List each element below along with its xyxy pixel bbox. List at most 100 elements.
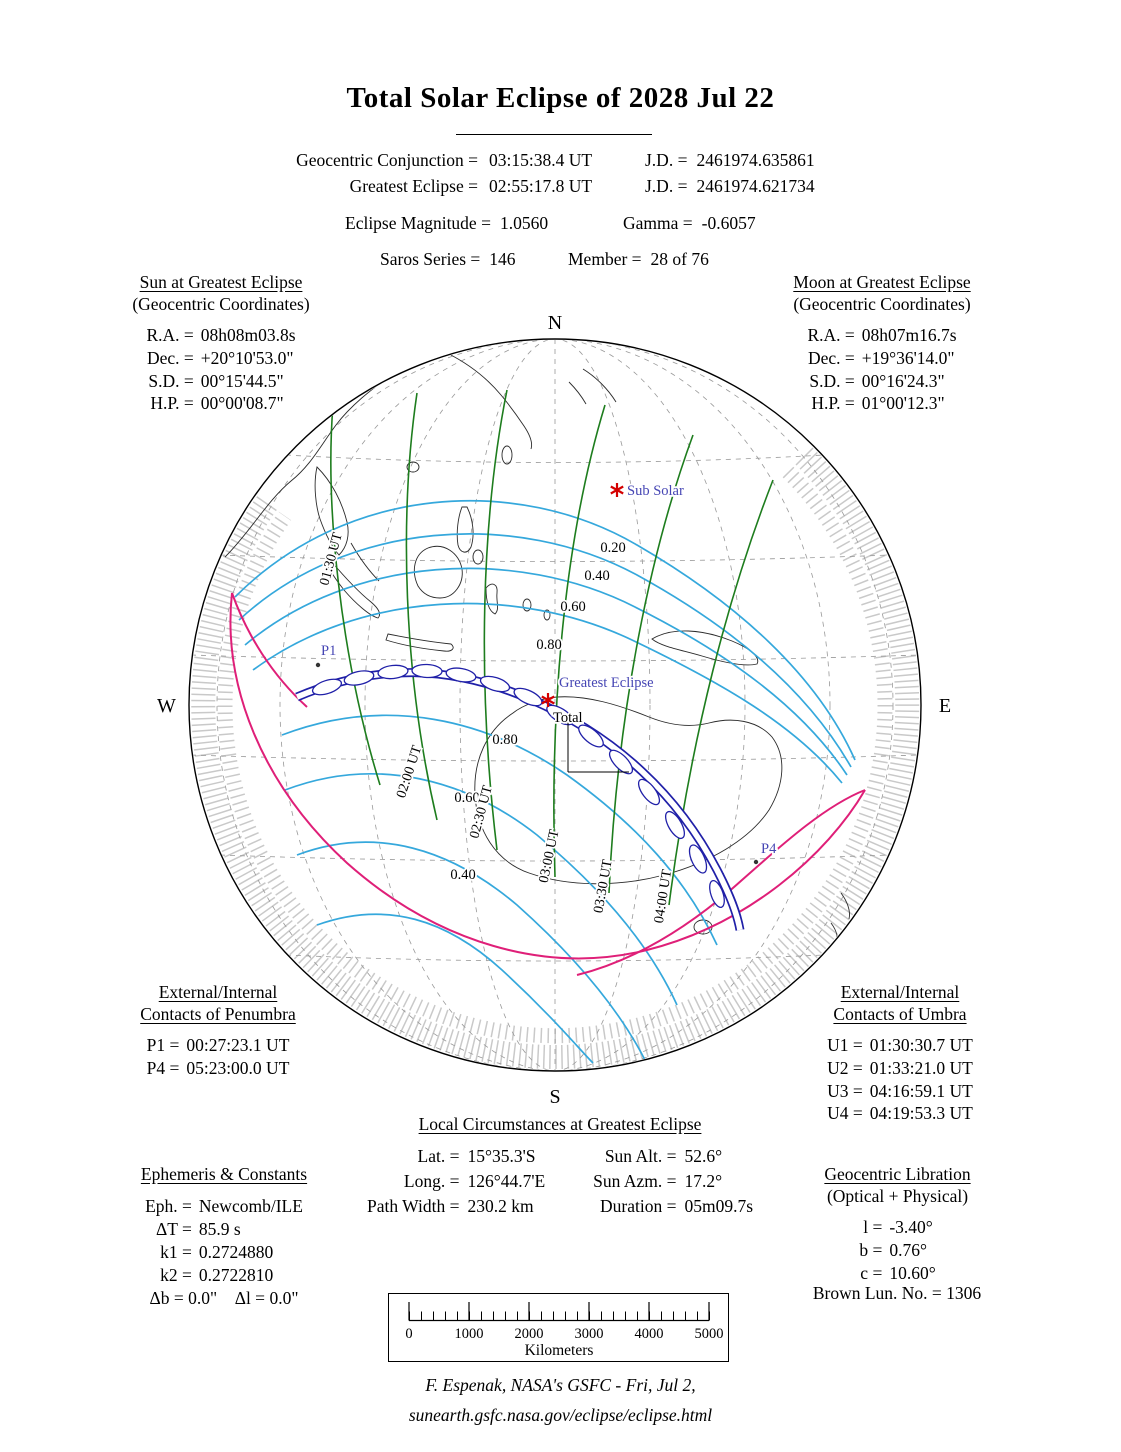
contour-label-south-060: 0.60 — [454, 790, 479, 806]
saros-series: Saros Series = 146 — [380, 249, 516, 270]
sun-ra-label: R.A. = — [146, 324, 194, 345]
magnitude-label: Eclipse Magnitude = — [345, 213, 491, 233]
libration-b-label: b = — [859, 1239, 883, 1260]
title-rule — [456, 134, 652, 135]
delta-l-label: Δl = — [234, 1288, 266, 1309]
moon-sd-value: 00°16'24.3" — [861, 370, 945, 391]
u3-time-value: 04:16:59.1 UT — [869, 1080, 973, 1101]
libration-heading: Geocentric Libration — [824, 1164, 971, 1184]
contour-label-north-060: 0.60 — [560, 599, 585, 615]
u2-time-label: U2 = — [827, 1057, 863, 1078]
moon-sd-label: S.D. = — [809, 370, 855, 391]
libration-l-label: l = — [863, 1216, 883, 1237]
umbra-contacts-panel: External/Internal Contacts of Umbra U1 =… — [772, 982, 1028, 1125]
penumbra-heading-line1: External/Internal — [158, 982, 278, 1002]
delta-b-value: 0.0" — [188, 1288, 218, 1309]
k1-label: k1 = — [160, 1241, 192, 1262]
sun-dec-value: +20°10'53.0" — [200, 347, 294, 368]
moon-dec-label: Dec. = — [807, 347, 855, 368]
k1-value: 0.2724880 — [198, 1241, 274, 1262]
p1-label: P1 — [321, 643, 336, 659]
sun-coordinates-panel: Sun at Greatest Eclipse (Geocentric Coor… — [97, 272, 345, 415]
member-label: Member = — [568, 249, 642, 269]
local-circumstances-heading: Local Circumstances at Greatest Eclipse — [418, 1114, 702, 1134]
libration-table: l = -3.40° b = 0.76° c = 10.60° — [780, 1217, 1015, 1285]
moon-hp-value: 01°00'12.3" — [861, 393, 945, 414]
local-circumstances-panel: Local Circumstances at Greatest Eclipse … — [350, 1114, 770, 1218]
umbra-contacts-table: U1 = 01:30:30.7 UT U2 = 01:33:21.0 UT U3 =… — [772, 1035, 1028, 1126]
libration-b-value: 0.76° — [889, 1239, 927, 1260]
greatest-eclipse-label: Greatest Eclipse = — [349, 176, 478, 196]
libration-panel: Geocentric Libration (Optical + Physical… — [780, 1164, 1015, 1284]
eph-value: Newcomb/ILE — [198, 1195, 303, 1216]
greatest-jd-value: 2461974.621734 — [696, 176, 815, 196]
delta-t-label: ΔT = — [156, 1218, 192, 1239]
p1-time-label: P1 = — [146, 1034, 180, 1055]
libration-c-value: 10.60° — [889, 1262, 936, 1283]
saros-member: Member = 28 of 76 — [568, 249, 709, 270]
long-value: 126°44.7'E — [467, 1170, 546, 1191]
gamma-value: -0.6057 — [701, 213, 756, 233]
saros-value: 146 — [489, 249, 516, 269]
scale-unit-label: Kilometers — [525, 1342, 594, 1359]
p4-label: P4 — [761, 841, 777, 857]
scale-tick-5000: 5000 — [695, 1326, 724, 1342]
scale-tick-0: 0 — [405, 1326, 412, 1342]
delta-t-value: 85.9 s — [198, 1218, 241, 1239]
penumbra-contacts-panel: External/Internal Contacts of Penumbra P… — [92, 982, 344, 1080]
p4-contact-point — [753, 859, 759, 865]
brown-lunation-number: Brown Lun. No. = 1306 — [812, 1283, 982, 1303]
delta-l-value: 0.0" — [269, 1288, 299, 1309]
scale-tick-1000: 1000 — [455, 1326, 484, 1342]
magnitude-contour-labels: 0.20 0.40 0.60 0.80 0.80 0.60 0.40 — [449, 538, 628, 885]
sun-azm-value: 17.2° — [684, 1170, 723, 1191]
umbra-shadow-outlines — [311, 663, 725, 909]
contour-label-north-040: 0.40 — [584, 568, 609, 584]
path-width-label: Path Width = — [366, 1195, 460, 1216]
u4-time-label: U4 = — [827, 1103, 863, 1124]
scale-tick-2000: 2000 — [515, 1326, 544, 1342]
eclipse-globe-map: N S W E — [157, 312, 951, 1105]
scale-tick-3000: 3000 — [575, 1326, 604, 1342]
libration-subheading: (Optical + Physical) — [826, 1185, 969, 1206]
sun-ra-value: 08h08m03.8s — [200, 324, 296, 345]
u1-time-value: 01:30:30.7 UT — [869, 1034, 973, 1055]
sun-sd-value: 00°15'44.5" — [200, 370, 284, 391]
sun-heading: Sun at Greatest Eclipse — [139, 272, 303, 292]
saros-label: Saros Series = — [380, 249, 481, 269]
moon-heading: Moon at Greatest Eclipse — [793, 272, 971, 292]
path-width-value: 230.2 km — [467, 1195, 534, 1216]
gamma-label: Gamma = — [623, 213, 693, 233]
sun-azm-label: Sun Azm. = — [593, 1170, 677, 1191]
compass-north-label: N — [548, 312, 562, 334]
ephemeris-table: Eph. = Newcomb/ILE ΔT = 85.9 s k1 = 0.27248… — [95, 1196, 353, 1287]
sun-hp-value: 00°00'08.7" — [200, 393, 284, 414]
moon-ra-label: R.A. = — [807, 324, 855, 345]
sun-alt-label: Sun Alt. = — [604, 1145, 677, 1166]
u2-time-value: 01:33:21.0 UT — [869, 1057, 973, 1078]
magnitude-value: 1.0560 — [499, 213, 549, 233]
sun-coordinates-table: R.A. = 08h08m03.8s Dec. = +20°10'53.0" S.D… — [97, 325, 345, 416]
compass-south-label: S — [549, 1086, 560, 1105]
contour-label-south-040: 0.40 — [450, 867, 475, 883]
greatest-eclipse-jd: J.D. = 2461974.621734 — [645, 176, 815, 197]
u4-time-value: 04:19:53.3 UT — [869, 1103, 973, 1124]
sub-solar-marker — [610, 483, 624, 497]
sun-subheading: (Geocentric Coordinates) — [132, 293, 310, 314]
contour-label-north-020: 0.20 — [600, 540, 625, 556]
conjunction-jd-value: 2461974.635861 — [696, 150, 815, 170]
moon-coordinates-panel: Moon at Greatest Eclipse (Geocentric Coo… — [758, 272, 1006, 415]
umbra-path — [295, 663, 745, 931]
delta-b-l-row: Δb = 0.0" Δl = 0.0" — [95, 1288, 353, 1310]
greatest-eclipse-label: Greatest Eclipse — [559, 675, 654, 691]
u1-time-label: U1 = — [827, 1034, 863, 1055]
total-label: Total — [553, 710, 583, 726]
globe-outline — [188, 338, 922, 1072]
long-label: Long. = — [403, 1170, 460, 1191]
conjunction-value: 03:15:38.4 UT — [489, 150, 593, 170]
p1-contact-point — [315, 662, 321, 668]
local-circumstances-table: Lat. = 15°35.3'S Sun Alt. = 52.6° Long. = 1… — [350, 1146, 770, 1218]
penumbra-limit-curve — [229, 592, 866, 976]
moon-ra-value: 08h07m16.7s — [861, 324, 957, 345]
greatest-eclipse-value: 02:55:17.8 UT — [489, 176, 593, 196]
